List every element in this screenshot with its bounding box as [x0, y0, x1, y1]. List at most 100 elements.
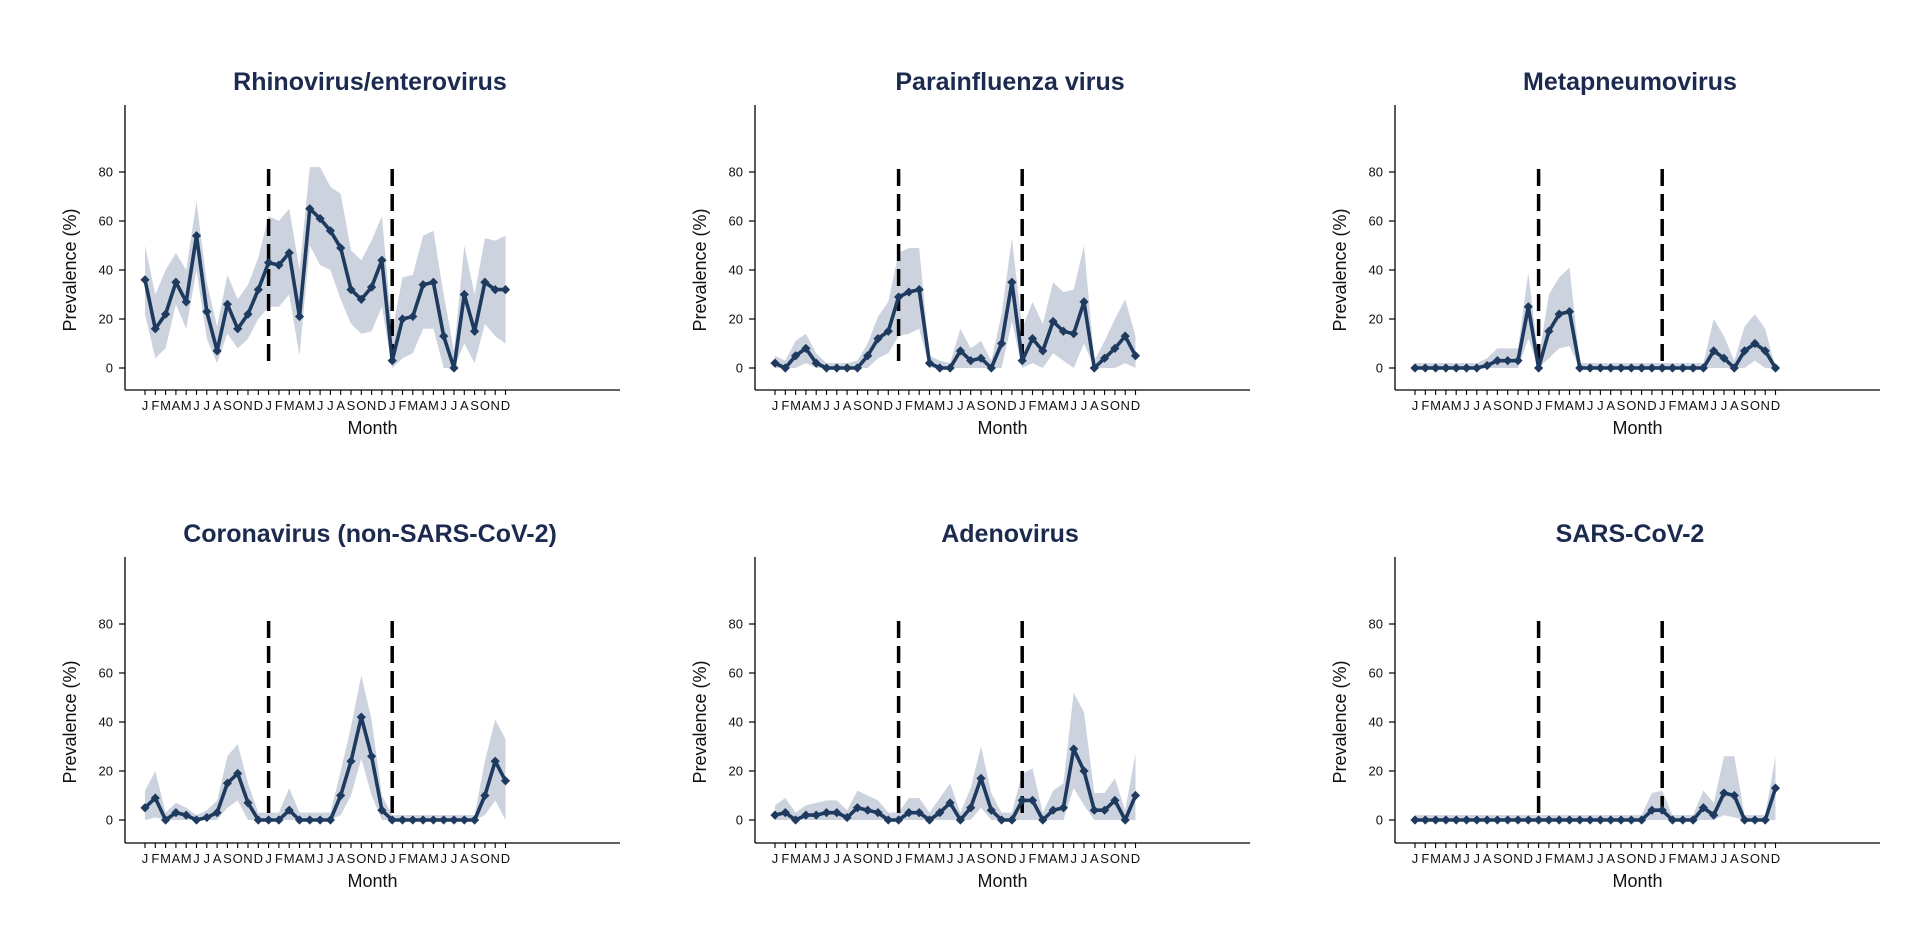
data-point — [1575, 815, 1585, 825]
x-tick-label: F — [1669, 398, 1677, 413]
x-tick-label: J — [1474, 398, 1481, 413]
x-tick-label: A — [460, 398, 469, 413]
x-tick-label: A — [1090, 851, 1099, 866]
data-point — [439, 331, 449, 341]
x-tick-label: J — [204, 398, 211, 413]
chart-panel-adenovirus: Adenovirus 0 20 40 60 80 J F M A M J J A S O N D J F M A M J J A… — [640, 463, 1280, 926]
data-point — [1729, 790, 1739, 801]
data-point — [377, 805, 387, 815]
data-point — [1606, 815, 1616, 825]
data-point — [1038, 815, 1048, 825]
x-tick-label: J — [1019, 398, 1025, 413]
data-point — [894, 292, 904, 302]
x-tick-label: A — [1483, 851, 1492, 866]
x-tick-label: M — [1451, 851, 1462, 866]
x-tick-label: F — [1421, 398, 1429, 413]
data-point — [346, 285, 356, 295]
x-tick-label: J — [1587, 398, 1594, 413]
data-point — [439, 815, 449, 825]
x-tick-label: A — [419, 851, 428, 866]
y-tick-label: 0 — [1376, 361, 1383, 376]
x-tick-label: S — [1740, 851, 1749, 866]
data-point — [377, 255, 387, 265]
y-tick-label: 20 — [99, 764, 113, 779]
x-tick-label: A — [295, 398, 304, 413]
data-point — [1451, 815, 1461, 825]
data-point — [873, 808, 883, 818]
x-tick-label: F — [275, 398, 283, 413]
x-tick-label: J — [451, 398, 458, 413]
x-tick-label: J — [1463, 398, 1470, 413]
data-point — [212, 808, 222, 818]
y-tick-label: 0 — [1376, 813, 1383, 828]
x-tick-label: F — [1421, 851, 1429, 866]
x-tick-label: M — [1554, 398, 1565, 413]
x-tick-label: J — [1070, 398, 1077, 413]
data-point — [233, 768, 243, 779]
x-tick-label: A — [213, 851, 222, 866]
data-point — [1637, 363, 1647, 373]
x-tick-label: D — [1524, 851, 1533, 866]
data-point — [408, 815, 418, 825]
x-tick-label: F — [399, 851, 407, 866]
data-point — [449, 363, 459, 373]
data-point — [356, 294, 366, 304]
x-tick-label: N — [243, 851, 252, 866]
y-tick-label: 20 — [729, 764, 743, 779]
x-tick-label: A — [925, 851, 934, 866]
data-point — [1007, 815, 1017, 825]
data-point — [150, 324, 160, 334]
x-tick-label: D — [377, 851, 386, 866]
data-point — [1120, 331, 1130, 341]
x-tick-label: F — [1545, 398, 1553, 413]
y-tick-label: 80 — [99, 165, 113, 180]
y-tick-label: 80 — [99, 617, 113, 632]
data-point — [1058, 326, 1068, 336]
data-point — [986, 363, 996, 373]
x-tick-label: A — [1090, 398, 1099, 413]
data-point — [1058, 803, 1068, 813]
x-tick-label: J — [440, 851, 447, 866]
x-tick-label: S — [1493, 851, 1502, 866]
x-tick-label: J — [142, 398, 149, 413]
x-tick-label: A — [336, 851, 345, 866]
data-point — [935, 363, 945, 373]
x-tick-label: J — [389, 851, 396, 866]
data-point — [336, 790, 346, 801]
data-point — [1544, 326, 1554, 336]
x-tick-label: O — [356, 398, 366, 413]
chart-panel-parainfluenza-virus: Parainfluenza virus 0 20 40 60 80 J F M A M J J A S O N… — [640, 0, 1280, 463]
x-tick-label: M — [934, 851, 945, 866]
confidence-band — [145, 675, 506, 820]
x-tick-label: M — [1058, 398, 1069, 413]
y-axis-label: Prevalence (%) — [690, 208, 710, 331]
x-tick-label: J — [1710, 851, 1717, 866]
x-tick-label: F — [151, 851, 159, 866]
x-tick-label: M — [1698, 398, 1709, 413]
x-tick-label: J — [1597, 398, 1604, 413]
x-tick-label: M — [790, 398, 801, 413]
x-tick-label: J — [1070, 851, 1077, 866]
x-tick-label: A — [1689, 398, 1698, 413]
x-tick-label: J — [265, 851, 272, 866]
data-point — [181, 810, 191, 820]
x-tick-label: D — [1524, 398, 1533, 413]
data-point — [1110, 343, 1120, 353]
chart-title: Coronavirus (non-SARS-CoV-2) — [183, 520, 557, 548]
data-point — [161, 309, 171, 319]
chart-title: SARS-CoV-2 — [1556, 520, 1705, 548]
data-point — [904, 287, 914, 297]
x-tick-label: A — [1442, 398, 1451, 413]
x-tick-label: F — [781, 851, 789, 866]
x-tick-label: J — [947, 398, 954, 413]
x-tick-label: M — [407, 398, 418, 413]
data-point — [1678, 363, 1688, 373]
x-axis-label: Month — [977, 871, 1027, 891]
data-point — [1709, 346, 1719, 356]
x-tick-label: A — [336, 398, 345, 413]
data-point — [264, 815, 274, 825]
x-tick-label: N — [1121, 851, 1130, 866]
